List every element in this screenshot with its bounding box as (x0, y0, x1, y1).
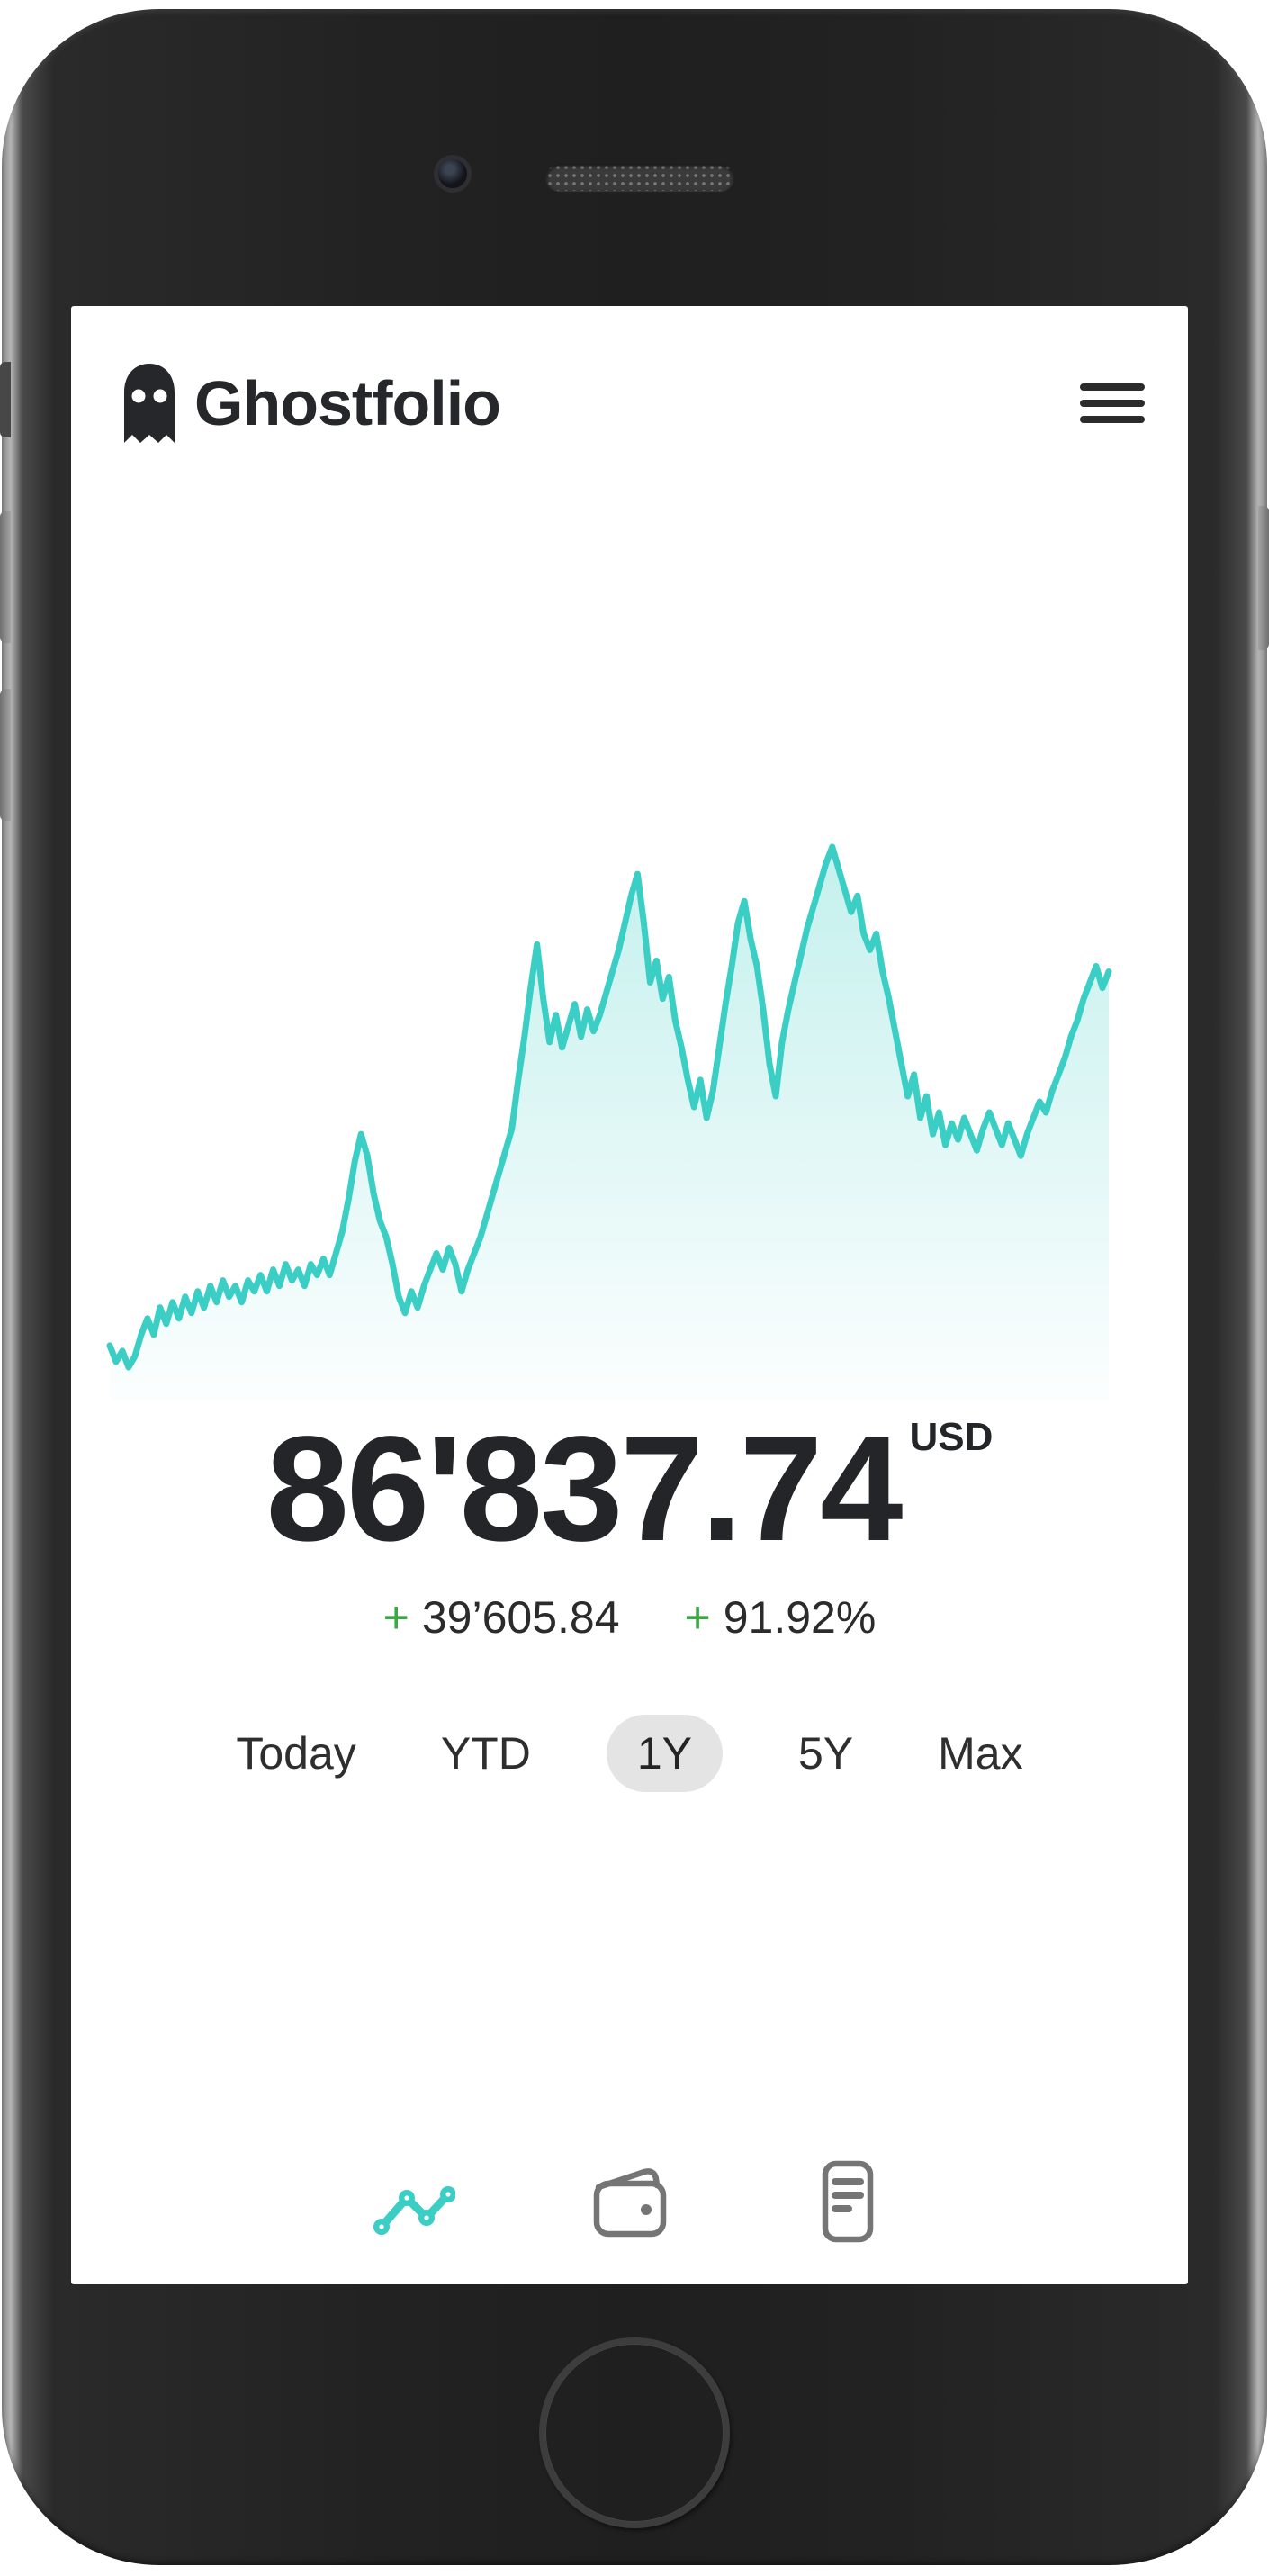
absolute-change: + 39’605.84 (383, 1591, 620, 1644)
period-button-5y[interactable]: 5Y (797, 1728, 854, 1779)
portfolio-total-value: 86'837.74 (266, 1406, 904, 1572)
chart-area-fill (110, 847, 1109, 1400)
percent-change: + 91.92% (685, 1591, 877, 1644)
bottom-nav (71, 2158, 1188, 2245)
power-button (1258, 506, 1269, 650)
period-button-ytd[interactable]: YTD (440, 1728, 531, 1779)
mute-switch (0, 362, 11, 437)
period-button-today[interactable]: Today (236, 1728, 356, 1779)
speaker-grille-icon (546, 164, 734, 191)
line-chart-icon (369, 2158, 455, 2245)
absolute-change-value: 39’605.84 (421, 1592, 620, 1643)
portfolio-chart[interactable] (106, 824, 1112, 1400)
gain-row: + 39’605.84 + 91.92% (71, 1591, 1188, 1644)
percent-change-value: 91.92% (723, 1592, 877, 1643)
nav-item-accounts[interactable] (587, 2158, 673, 2245)
app-screen: Ghostfolio (71, 306, 1188, 2284)
volume-up-button (0, 511, 11, 643)
chart-line (106, 843, 1112, 1371)
nav-item-performance[interactable] (369, 2158, 455, 2245)
plus-sign: + (684, 1592, 711, 1643)
ghost-logo-icon (122, 362, 176, 445)
wallet-icon (587, 2158, 673, 2245)
period-button-max[interactable]: Max (938, 1728, 1023, 1779)
app-header: Ghostfolio (71, 358, 1188, 448)
hamburger-menu-icon[interactable] (1080, 383, 1145, 423)
phone-frame: Ghostfolio (2, 9, 1267, 2565)
currency-label: USD (909, 1415, 994, 1459)
volume-down-button (0, 689, 11, 821)
app-title: Ghostfolio (194, 368, 501, 438)
period-selector: Today YTD 1Y 5Y Max (71, 1715, 1188, 1792)
period-button-1y[interactable]: 1Y (606, 1715, 723, 1792)
front-camera-icon (434, 155, 472, 193)
plus-sign: + (382, 1592, 410, 1643)
portfolio-value-block: 86'837.74 USD (71, 1415, 1188, 1564)
nav-item-activities[interactable] (805, 2158, 891, 2245)
home-button[interactable] (539, 2337, 730, 2528)
brand: Ghostfolio (122, 362, 501, 445)
document-list-icon (805, 2158, 891, 2245)
